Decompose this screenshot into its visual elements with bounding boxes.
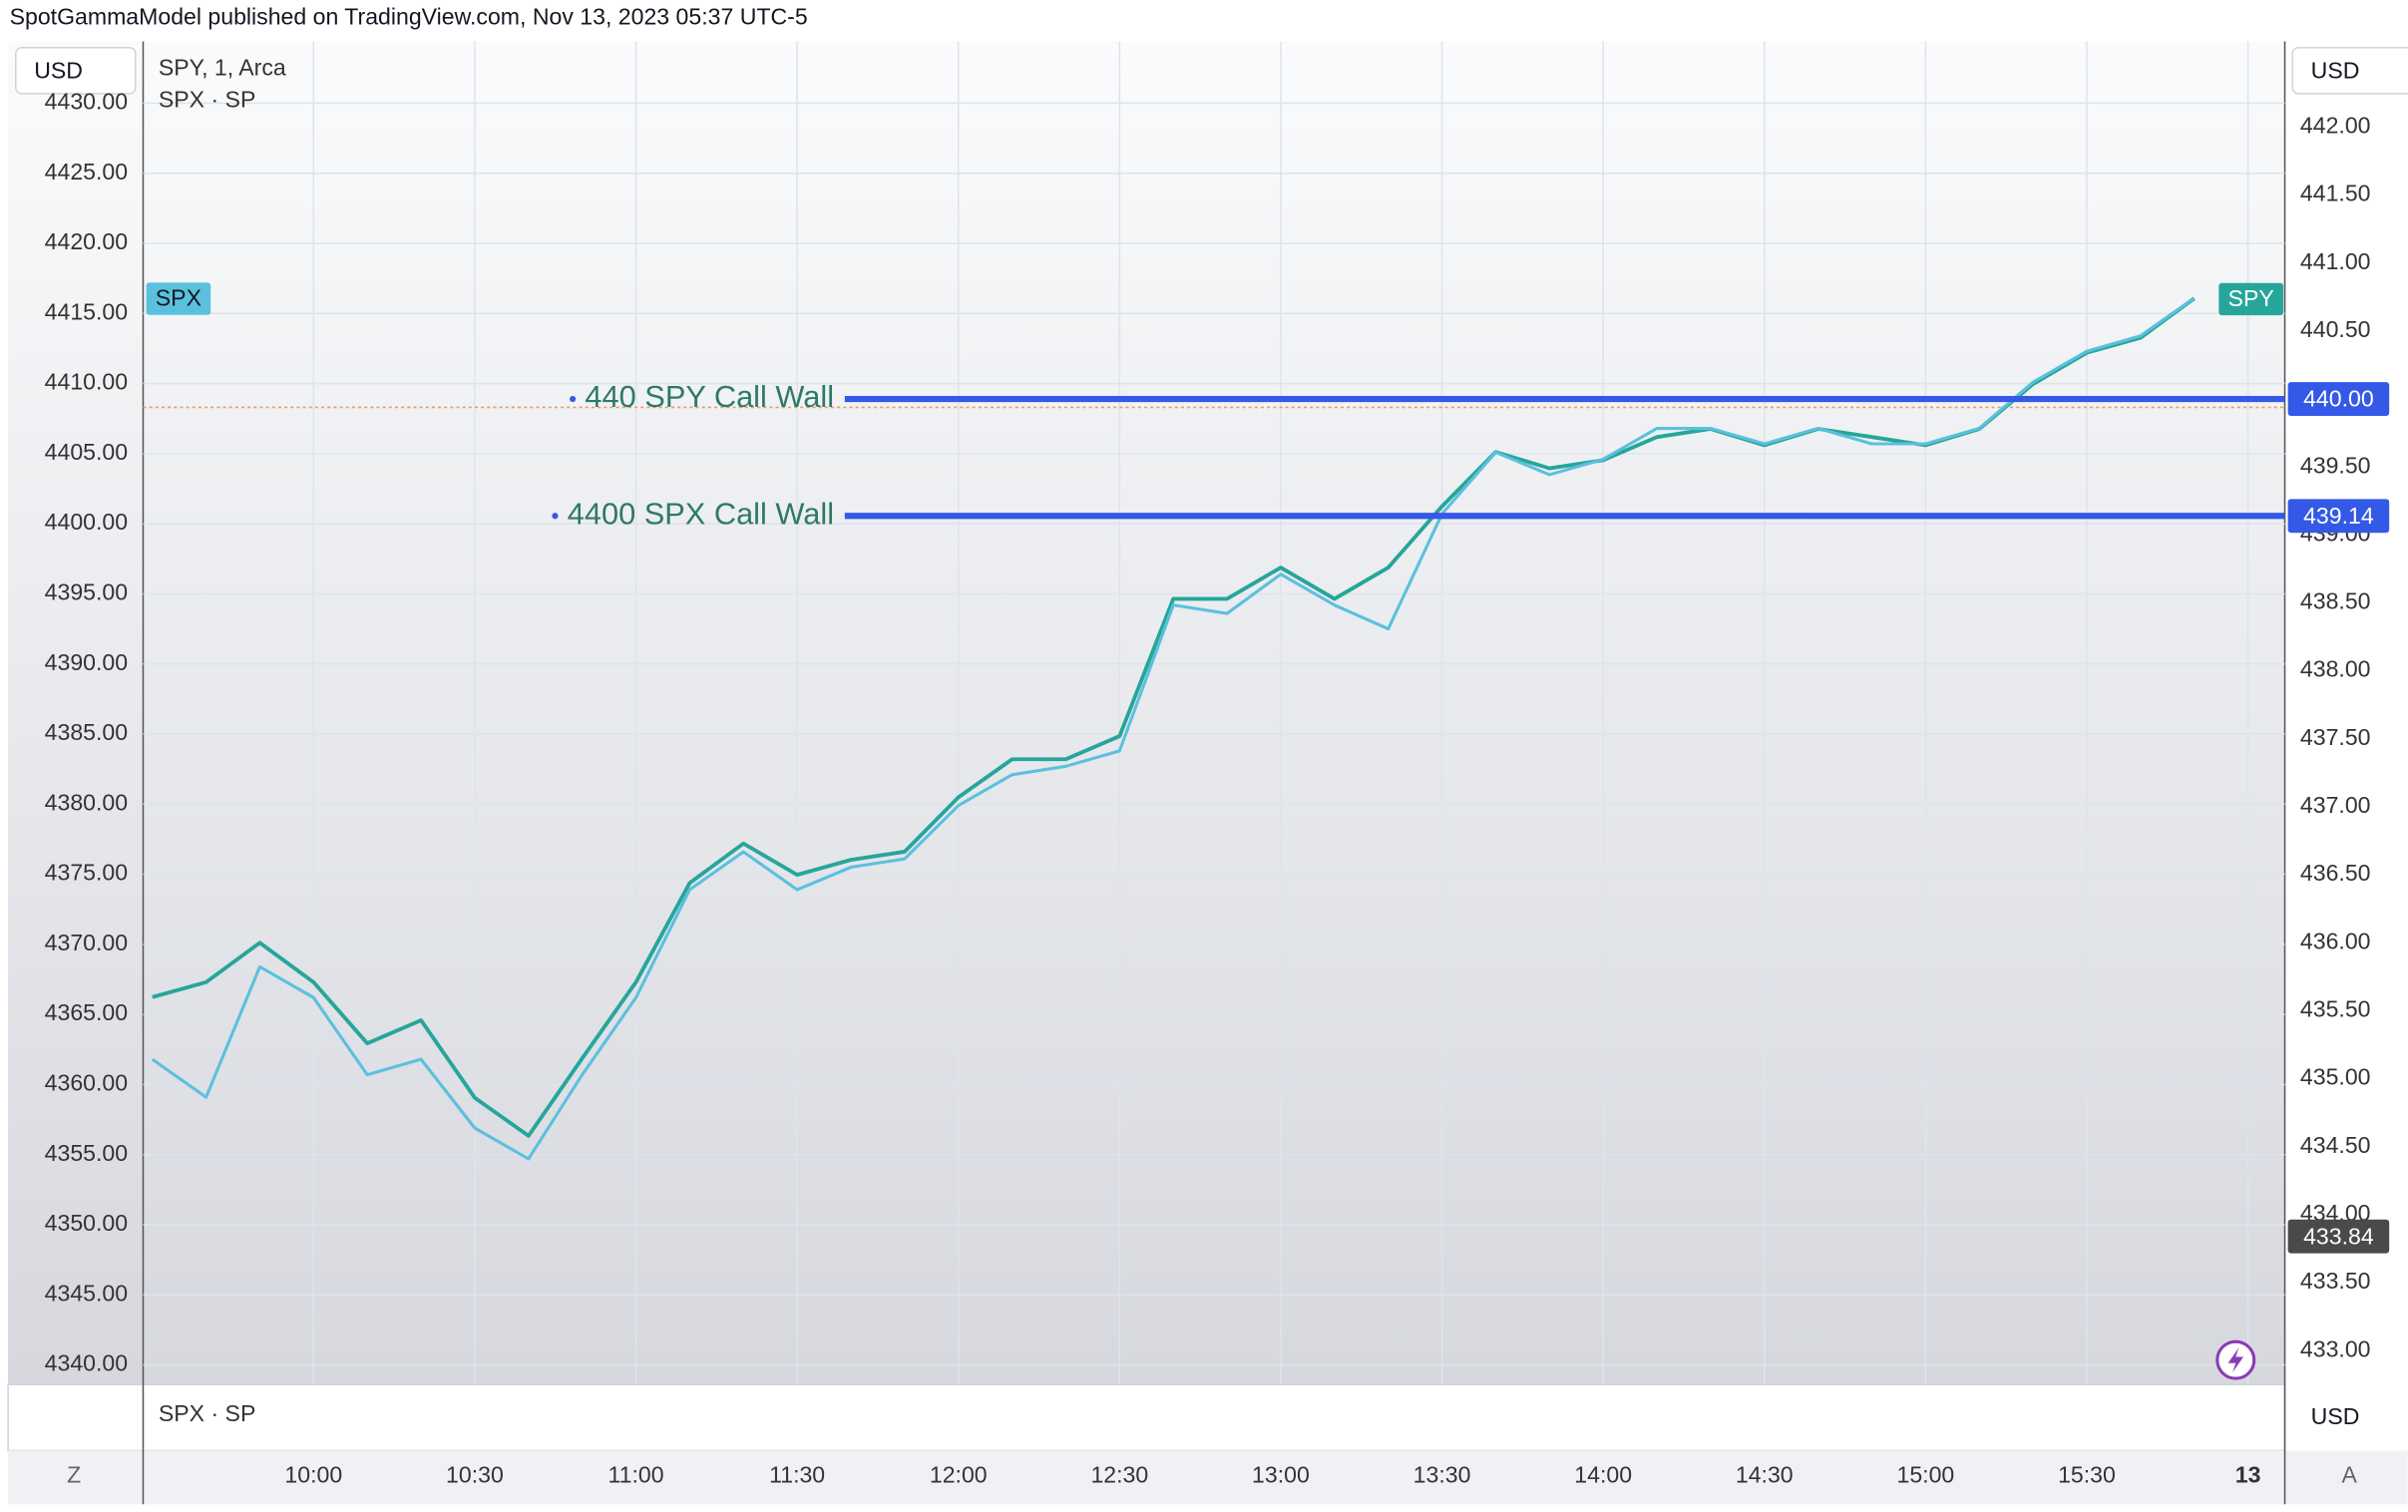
currency-left[interactable]: USD [34,57,83,83]
x-tick-label: 12:30 [1090,1462,1148,1488]
x-tick-label: 14:30 [1736,1462,1794,1488]
x-tick-label: 12:00 [930,1462,988,1488]
x-tick-label: 15:30 [2058,1462,2116,1488]
x-tick-label: 13:00 [1252,1462,1310,1488]
alert-bolt [2227,1347,2243,1372]
y-tick-label: 4390.00 [45,649,128,675]
plot-background [8,41,2285,1385]
x-tick-label: 11:00 [608,1462,664,1488]
currency-button[interactable] [14,46,137,95]
y2-tick-label: 433.00 [2300,1335,2371,1361]
x-tick-label: 13:30 [1413,1462,1471,1488]
y2-tick-label: 437.00 [2300,792,2371,818]
y2-tick-label: 435.50 [2300,996,2371,1022]
marks [151,296,2196,1161]
y-tick-label: 4345.00 [45,1280,128,1306]
y-tick-label: 4355.00 [45,1140,128,1166]
level-dot [552,513,559,520]
series-tag-label: SPX [156,284,201,310]
y2-tick-label: 441.00 [2300,248,2371,274]
y2-tick-label: 440.50 [2300,316,2371,342]
x-tick-label: 10:00 [284,1462,342,1488]
lower-pane [7,1383,2286,1452]
y2-tick-label: 434.50 [2300,1132,2371,1158]
header: SpotGammaModel published on TradingView.… [10,4,808,30]
y2-tick-label: 438.00 [2300,656,2371,682]
price-line [152,296,2196,1138]
price-marker [2287,1219,2390,1254]
y2-tick-label: 438.50 [2300,588,2371,614]
y2-tick-label: 433.50 [2300,1268,2371,1294]
y-tick-label: 4430.00 [45,89,128,115]
series-tag [2218,282,2283,316]
currency-right[interactable]: USD [2311,57,2360,83]
y-tick-label: 4425.00 [45,159,128,185]
series-tag-label: SPY [2228,285,2274,311]
level-tag-label: 439.14 [2303,503,2374,529]
grid [143,41,2285,1385]
y2-tick-label: 442.00 [2300,113,2371,139]
y-tick-label: 4415.00 [45,298,128,324]
x-tick-label: 14:00 [1574,1462,1632,1488]
y-tick-label: 4340.00 [45,1350,128,1376]
y2-tick-label: 441.50 [2300,181,2371,206]
y-tick-label: 4370.00 [45,930,128,955]
x-tick-label: 10:30 [446,1462,504,1488]
currency-button[interactable] [2291,46,2408,95]
y-tick-label: 4385.00 [45,719,128,745]
level-dot [570,395,577,403]
price-marker-label: 433.84 [2303,1223,2374,1249]
level-tag [2287,382,2390,416]
time-axis [8,1450,2408,1505]
currency-pane[interactable]: USD [2311,1403,2360,1429]
x-tick-label: 15:00 [1896,1462,1954,1488]
y-tick-label: 4350.00 [45,1210,128,1236]
y-tick-label: 4395.00 [45,579,128,605]
legend-entry: SPX · SP [159,87,255,113]
level-tag [2287,499,2390,534]
level-label: 440 SPY Call Wall [585,379,834,414]
z-button[interactable]: Z [67,1462,81,1488]
y-tick-label: 4375.00 [45,860,128,886]
y2-tick-label: 435.00 [2300,1064,2371,1090]
y-tick-label: 4365.00 [45,999,128,1025]
currency-button[interactable] [2292,1393,2408,1440]
y2-tick-label: 439.50 [2300,452,2371,478]
level-label: 4400 SPX Call Wall [568,496,834,531]
y-tick-label: 4360.00 [45,1070,128,1096]
y-tick-label: 4400.00 [45,509,128,535]
y-tick-label: 4405.00 [45,439,128,465]
series-tag [146,282,211,315]
pane-label: SPX · SP [159,1400,255,1426]
y-tick-label: 4380.00 [45,789,128,815]
y-tick-label: 4410.00 [45,369,128,395]
y2-tick-label: 437.50 [2300,724,2371,750]
x-tick-label: 13 [2235,1462,2261,1488]
y2-tick-label: 436.00 [2300,928,2371,953]
y-tick-label: 4420.00 [45,228,128,254]
y2-tick-label: 436.50 [2300,860,2371,886]
level-tag-label: 440.00 [2303,386,2374,412]
legend-entry: SPY, 1, Arca [159,54,286,80]
x-tick-label: 11:30 [769,1462,825,1488]
a-button[interactable]: A [2341,1462,2357,1488]
price-line [151,296,2196,1161]
